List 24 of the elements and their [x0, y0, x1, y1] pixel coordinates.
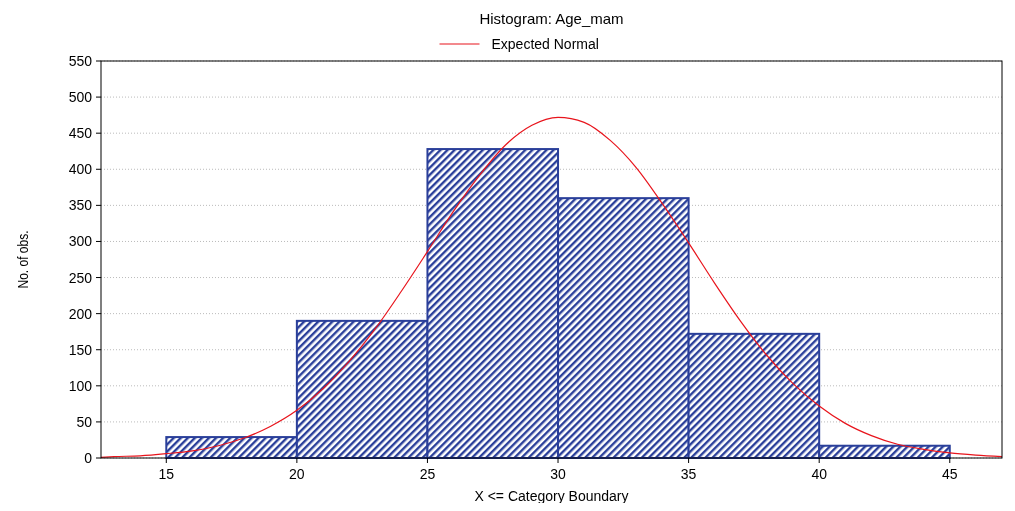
y-tick-label: 200 [68, 305, 93, 322]
x-tick-label: 40 [811, 466, 828, 482]
y-tick-label: 250 [68, 269, 93, 286]
chart-title: Histogram: Age_mam [479, 10, 624, 27]
line-series [100, 116, 1003, 458]
y-tick-label: 450 [68, 125, 93, 142]
x-tick-label: 15 [158, 466, 175, 482]
y-tick-label: 150 [68, 341, 93, 358]
legend-label: Expected Normal [491, 36, 599, 52]
y-tick-label: 0 [84, 450, 93, 466]
x-tick-label: 25 [419, 466, 436, 482]
y-tick-label: 350 [68, 197, 93, 214]
y-tick-label: 400 [68, 161, 93, 178]
x-tick-label: 35 [680, 466, 697, 482]
y-tick-label: 100 [68, 377, 93, 394]
x-axis-title: X <= Category Boundary [474, 488, 629, 504]
y-tick-label: 50 [76, 413, 93, 430]
x-tick-label: 30 [550, 466, 567, 482]
y-tick-label: 500 [68, 89, 93, 106]
y-tick-label: 550 [68, 53, 93, 69]
y-tick-label: 300 [68, 233, 93, 250]
x-tick-label: 20 [289, 466, 305, 482]
y-axis-title: No. of obs. [14, 230, 32, 289]
x-tick-label: 45 [941, 466, 958, 482]
